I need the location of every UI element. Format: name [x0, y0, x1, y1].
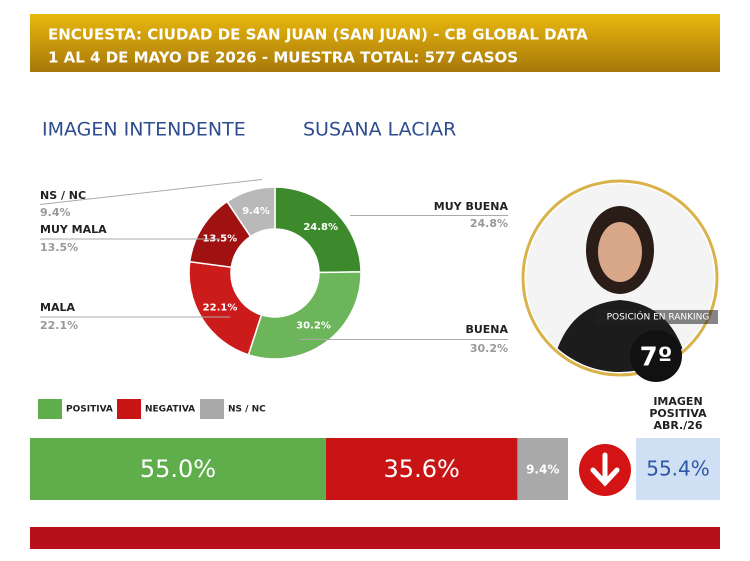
category-label: MALA — [40, 301, 75, 314]
legend-label: NS / NC — [228, 405, 266, 415]
slice-label: 22.1% — [203, 303, 238, 314]
chart-subtitle: SUSANA LACIAR — [303, 119, 456, 141]
category-label: NS / NC — [40, 189, 86, 202]
bar-label: 35.6% — [384, 455, 460, 483]
legend-label: NEGATIVA — [145, 405, 195, 415]
chart-title: IMAGEN INTENDENTE — [42, 119, 246, 141]
donut: 24.8% MUY BUENA 24.8% 30.2% BUENA 30.2% 22.1% M… — [39, 179, 509, 360]
category-label: BUENA — [465, 323, 508, 336]
category-value: 9.4% — [40, 206, 71, 219]
ranking-value: 7º — [640, 343, 673, 373]
bar-label: 55.0% — [140, 455, 216, 483]
bar-label: 9.4% — [526, 463, 559, 477]
stacked-bar: 55.0% 35.6% 9.4% — [30, 438, 568, 500]
previous-label: IMAGEN POSITIVA ABR./26 — [649, 395, 707, 432]
donut-slice — [247, 271, 362, 360]
header-band — [30, 14, 720, 72]
bar-segment — [325, 438, 518, 500]
category-value: 13.5% — [40, 241, 78, 254]
category-value: 22.1% — [40, 319, 78, 332]
header-line: 1 AL 4 DE MAYO DE 2026 - MUESTRA TOTAL: … — [48, 49, 518, 67]
category-label: MUY MALA — [40, 223, 107, 236]
footer-band — [30, 527, 720, 549]
ranking-label: POSICIÓN EN RANKING — [607, 311, 710, 323]
donut-slice — [274, 186, 362, 274]
down-arrow — [590, 452, 620, 487]
legend-swatch — [38, 399, 62, 419]
previous-box — [636, 438, 720, 500]
ranking-badge — [630, 330, 682, 382]
slice-label: 9.4% — [242, 206, 270, 217]
legend-swatch — [200, 399, 224, 419]
bar-segment — [517, 438, 568, 500]
slice-label: 30.2% — [296, 320, 331, 331]
legend-label: POSITIVA — [66, 405, 113, 415]
slice-label: 24.8% — [303, 222, 338, 233]
header-line: ENCUESTA: CIUDAD DE SAN JUAN (SAN JUAN) … — [48, 26, 588, 44]
previous-value: 55.4% — [646, 457, 710, 481]
legend-swatch — [117, 399, 141, 419]
category-label: MUY BUENA — [434, 200, 509, 213]
bar-segment — [30, 438, 326, 500]
leader-line — [39, 179, 263, 205]
ranking-band — [596, 310, 718, 324]
legend: POSITIVA NEGATIVA NS / NC — [38, 399, 266, 419]
donut-slice — [226, 186, 276, 238]
category-value: 24.8% — [470, 217, 508, 230]
category-value: 30.2% — [470, 342, 508, 355]
